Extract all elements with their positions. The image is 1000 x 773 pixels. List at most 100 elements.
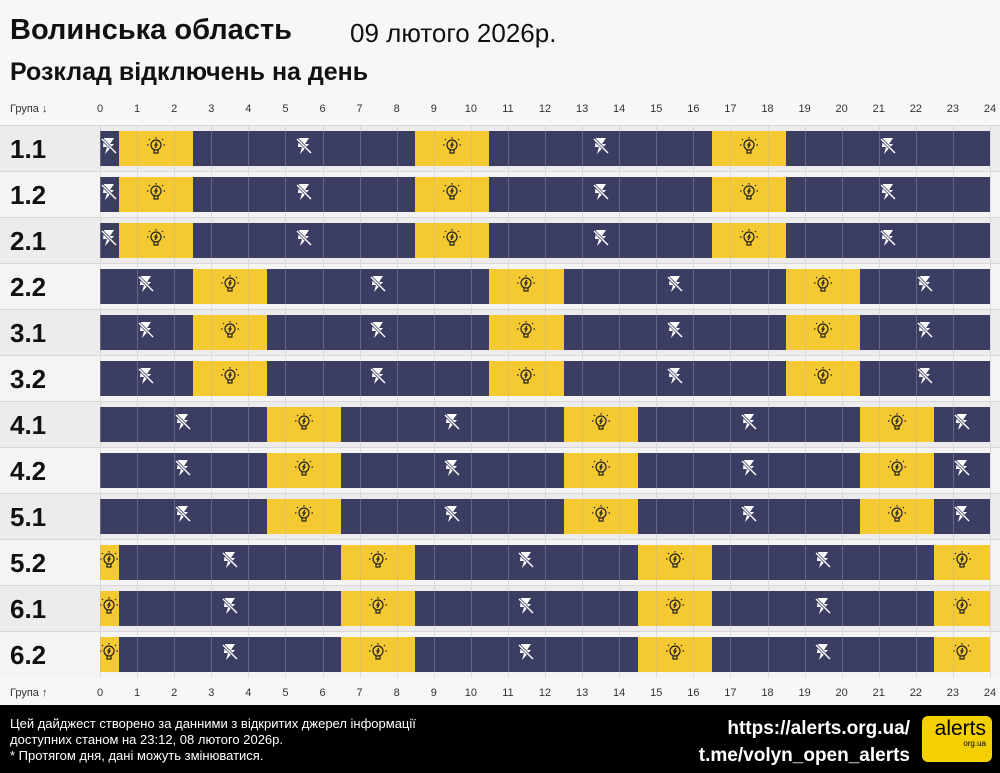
hour-gridline xyxy=(582,402,584,448)
group-row: 1.1 xyxy=(0,125,1000,172)
hour-gridline xyxy=(433,356,435,402)
hour-gridline xyxy=(211,218,213,264)
group-label: 1.2 xyxy=(10,180,47,210)
hour-gridline xyxy=(915,356,917,402)
power-on-segment xyxy=(192,315,267,350)
power-off-icon xyxy=(221,643,238,666)
hour-gridline xyxy=(990,310,991,356)
power-on-segment xyxy=(118,177,193,212)
hour-gridline xyxy=(285,126,287,172)
hour-gridline xyxy=(915,586,917,632)
hour-gridline xyxy=(656,218,658,264)
hour-gridline xyxy=(470,310,472,356)
power-off-icon xyxy=(879,183,897,206)
hour-gridline xyxy=(359,540,361,586)
hour-gridline xyxy=(359,448,361,494)
group-row: 6.1 xyxy=(0,585,1000,632)
hour-gridline xyxy=(100,356,101,402)
hour-gridline xyxy=(359,494,361,540)
power-off-icon xyxy=(295,229,313,252)
power-off-segment xyxy=(637,407,861,442)
light-bulb-icon xyxy=(220,274,240,299)
power-on-segment xyxy=(341,637,416,672)
hour-gridline xyxy=(952,586,954,632)
hour-tick: 14 xyxy=(613,103,626,115)
hour-gridline xyxy=(433,310,435,356)
power-off-icon xyxy=(370,367,387,390)
hour-gridline xyxy=(693,126,695,172)
hour-gridline xyxy=(433,540,435,586)
hour-gridline xyxy=(730,402,732,448)
light-bulb-icon xyxy=(442,136,462,161)
hour-gridline xyxy=(359,402,361,448)
hour-gridline xyxy=(285,448,287,494)
group-row: 2.1 xyxy=(0,217,1000,264)
hour-tick: 4 xyxy=(245,103,252,115)
hour-gridline xyxy=(804,172,806,218)
website-link[interactable]: https://alerts.org.ua/ xyxy=(727,718,910,739)
hour-gridline xyxy=(211,540,213,586)
hour-gridline xyxy=(767,448,769,494)
hour-gridline xyxy=(878,310,880,356)
hour-gridline xyxy=(767,402,769,448)
power-off-segment xyxy=(118,545,342,580)
logo-subtext: org.ua xyxy=(963,739,986,748)
hour-gridline xyxy=(322,310,324,356)
hour-gridline xyxy=(100,586,101,632)
footer-note: Цей дайджест створено за данними з відкр… xyxy=(10,716,416,764)
power-on-segment xyxy=(118,223,193,258)
hour-gridline xyxy=(396,264,398,310)
hour-tick: 3 xyxy=(208,687,215,699)
hour-gridline xyxy=(582,172,584,218)
hour-tick: 0 xyxy=(96,103,104,115)
hour-gridline xyxy=(990,218,991,264)
hour-tick: 24 xyxy=(983,103,997,115)
light-bulb-icon xyxy=(220,320,240,345)
hour-gridline xyxy=(804,586,806,632)
hour-gridline xyxy=(990,264,991,310)
hour-gridline xyxy=(952,356,954,402)
power-off-segment xyxy=(100,131,119,166)
telegram-link[interactable]: t.me/volyn_open_alerts xyxy=(698,745,910,766)
power-off-icon xyxy=(444,413,461,436)
hour-gridline xyxy=(545,172,546,218)
group-row: 3.2 xyxy=(0,355,1000,402)
hour-gridline xyxy=(878,448,880,494)
hour-gridline xyxy=(137,540,139,586)
hour-gridline xyxy=(841,494,843,540)
hour-gridline xyxy=(174,126,176,172)
power-off-icon xyxy=(444,505,461,528)
hour-gridline xyxy=(804,494,806,540)
hour-gridline xyxy=(285,218,287,264)
hour-gridline xyxy=(137,586,139,632)
hour-gridline xyxy=(137,356,139,402)
hour-tick: 22 xyxy=(909,103,922,115)
power-on-segment xyxy=(711,177,787,212)
hour-gridline xyxy=(248,540,250,586)
hour-gridline xyxy=(396,172,398,218)
hour-gridline xyxy=(656,172,658,218)
hour-gridline xyxy=(100,402,101,448)
hour-tick: 10 xyxy=(464,687,477,699)
power-off-icon xyxy=(740,413,758,436)
light-bulb-icon xyxy=(146,182,166,207)
power-on-segment xyxy=(934,637,990,672)
power-on-segment xyxy=(934,591,990,626)
hour-gridline xyxy=(211,310,213,356)
hour-tick: 8 xyxy=(393,687,400,699)
light-bulb-icon xyxy=(368,550,388,575)
power-on-segment xyxy=(637,545,712,580)
power-off-icon xyxy=(879,137,897,160)
light-bulb-icon xyxy=(665,596,685,621)
hour-gridline xyxy=(878,402,880,448)
power-off-segment xyxy=(192,223,416,258)
hour-gridline xyxy=(619,310,621,356)
power-off-segment xyxy=(100,499,267,534)
power-off-segment xyxy=(711,545,935,580)
hour-gridline xyxy=(137,264,139,310)
power-on-segment xyxy=(934,545,990,580)
power-off-segment xyxy=(563,269,787,304)
hour-gridline xyxy=(619,494,621,540)
hour-gridline xyxy=(952,632,954,678)
hour-gridline xyxy=(952,494,954,540)
